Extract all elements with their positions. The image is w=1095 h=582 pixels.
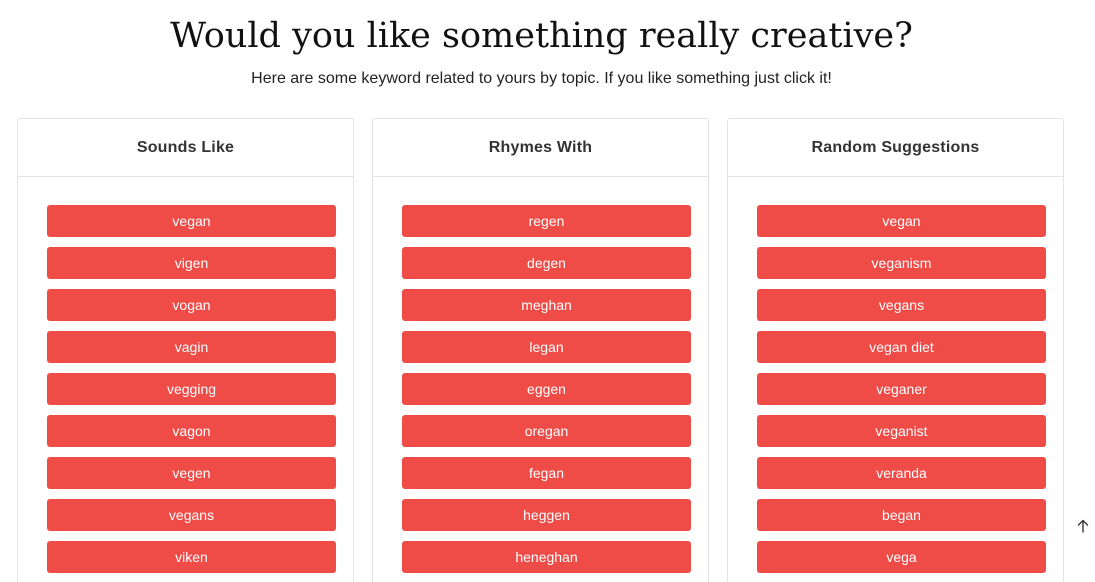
keyword-button[interactable]: regen <box>402 205 691 237</box>
card-body-random-suggestions: vegan veganism vegans vegan diet veganer… <box>728 177 1063 573</box>
keyword-button[interactable]: heneghan <box>402 541 691 573</box>
keyword-button[interactable]: vegans <box>47 499 336 531</box>
keyword-button[interactable]: vegan <box>47 205 336 237</box>
keyword-button[interactable]: fegan <box>402 457 691 489</box>
keyword-button[interactable]: veranda <box>757 457 1046 489</box>
arrow-up-icon <box>1077 519 1089 533</box>
keyword-button[interactable]: veganer <box>757 373 1046 405</box>
keyword-button[interactable]: vegan <box>757 205 1046 237</box>
keyword-button[interactable]: vega <box>757 541 1046 573</box>
card-body-rhymes-with: regen degen meghan legan eggen oregan fe… <box>373 177 708 573</box>
keyword-button[interactable]: degen <box>402 247 691 279</box>
keyword-button[interactable]: vogan <box>47 289 336 321</box>
keyword-button[interactable]: legan <box>402 331 691 363</box>
keyword-button[interactable]: vegan diet <box>757 331 1046 363</box>
page-subtitle: Here are some keyword related to yours b… <box>251 70 832 87</box>
card-random-suggestions: Random Suggestions vegan veganism vegans… <box>727 118 1064 582</box>
card-sounds-like: Sounds Like vegan vigen vogan vagin vegg… <box>17 118 354 582</box>
keyword-button[interactable]: vegans <box>757 289 1046 321</box>
card-header-rhymes-with: Rhymes With <box>373 119 708 177</box>
keyword-button[interactable]: vegging <box>47 373 336 405</box>
scroll-to-top-button[interactable] <box>1074 516 1092 536</box>
keyword-button[interactable]: vagon <box>47 415 336 447</box>
keyword-button[interactable]: heggen <box>402 499 691 531</box>
keyword-button[interactable]: eggen <box>402 373 691 405</box>
keyword-button[interactable]: meghan <box>402 289 691 321</box>
page-title: Would you like something really creative… <box>170 16 913 56</box>
card-rhymes-with: Rhymes With regen degen meghan legan egg… <box>372 118 709 582</box>
keyword-button[interactable]: viken <box>47 541 336 573</box>
card-header-random-suggestions: Random Suggestions <box>728 119 1063 177</box>
keyword-button[interactable]: vegen <box>47 457 336 489</box>
card-header-sounds-like: Sounds Like <box>18 119 353 177</box>
keyword-button[interactable]: vigen <box>47 247 336 279</box>
keyword-button[interactable]: oregan <box>402 415 691 447</box>
card-body-sounds-like: vegan vigen vogan vagin vegging vagon ve… <box>18 177 353 573</box>
keyword-button[interactable]: veganism <box>757 247 1046 279</box>
keyword-button[interactable]: began <box>757 499 1046 531</box>
keyword-button[interactable]: veganist <box>757 415 1046 447</box>
keyword-button[interactable]: vagin <box>47 331 336 363</box>
